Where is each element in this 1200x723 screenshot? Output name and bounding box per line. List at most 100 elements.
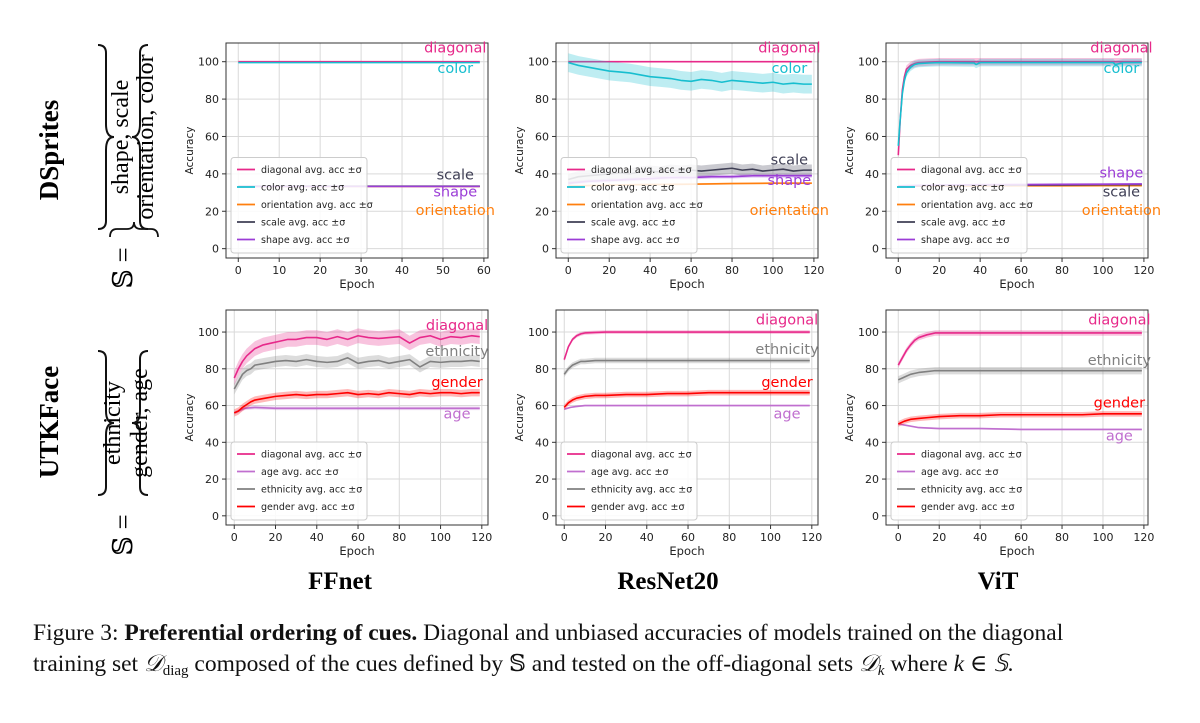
x-tick-label: 40 [643,264,657,277]
y-tick-label: 60 [205,130,219,143]
caption-line-1: Figure 3: Preferential ordering of cues.… [33,618,1173,649]
legend-entry-color: color avg. acc ±σ [921,183,1004,194]
panels: 0 10 20 30 40 50 60 0 20 40 60 80 100 Epoch Accuracy di… [184,40,1161,558]
set-line2: gender, age [127,368,153,478]
set-brace-icon-left [131,350,149,496]
x-tick-label: 40 [395,264,409,277]
x-tick-label: 100 [430,531,451,544]
x-tick-label: 60 [684,264,698,277]
series-band-shape [568,173,812,186]
series-annotation-diagonal: diagonal [426,318,488,334]
legend-box [230,157,368,254]
chart-panel-1-2: 0 20 40 60 80 100 120 0 20 40 60 80 100 Epoch Accuracy… [844,309,1154,558]
legend-entry-diagonal: diagonal avg. acc ±σ [591,165,692,176]
y-tick-label: 60 [865,400,879,413]
series-line-diagonal [563,331,810,360]
column-label-vit: ViT [978,568,1019,595]
x-tick-label: 60 [351,531,365,544]
series-line-age [233,406,480,414]
x-axis-label: Epoch [999,277,1034,291]
set-brace-icon-left [131,44,149,230]
series-annotation-scale: scale [771,153,808,169]
legend-box [890,157,1028,254]
series-line-ethnicity [897,369,1142,381]
legend-entry-orientation: orientation avg. acc ±σ [921,200,1033,211]
series-line-ethnicity [233,356,480,390]
set-line2: orientation, color [133,54,159,219]
y-tick-label: 100 [528,56,549,69]
caption-k-in-s: k ∈ 𝕊. [953,651,1014,677]
column-label-resnet20: ResNet20 [617,568,718,595]
x-tick-label: 80 [392,531,406,544]
x-tick-label: 0 [895,264,902,277]
x-tick-label: 0 [565,264,572,277]
x-axis-label: Epoch [669,277,704,291]
x-tick-label: 100 [1092,264,1113,277]
caption-k-subscript: k [877,663,885,679]
chart-panel-1-0: 0 20 40 60 80 100 120 0 20 40 60 80 100 Epoch Accuracy… [184,309,492,558]
x-tick-label: 20 [932,531,946,544]
x-tick-label: 100 [760,531,781,544]
x-tick-label: 120 [1133,531,1154,544]
caption-dk-symbol: 𝒟 [859,651,878,677]
x-tick-label: 100 [762,264,783,277]
y-tick-label: 20 [205,473,219,486]
series-annotation-color: color [437,61,473,77]
series-annotation-diagonal: diagonal [1090,40,1152,56]
y-tick-label: 0 [542,510,549,523]
figure-3: DSprites UTKFace 𝕊 = shape, scale orient… [34,40,1161,595]
axes-frame [225,42,489,259]
y-tick-label: 80 [205,363,219,376]
legend-entry-diagonal: diagonal avg. acc ±σ [261,450,362,461]
series-annotation-ethnicity: ethnicity [755,342,819,358]
caption-diag-subscript: diag [162,663,189,679]
set-brace-icon [109,221,159,238]
set-line1: ethnicity [100,381,126,465]
y-tick-label: 60 [205,400,219,413]
series-annotation-ethnicity: ethnicity [425,344,489,360]
legend-entry-orientation: orientation avg. acc ±σ [591,200,703,211]
x-tick-label: 80 [1055,264,1069,277]
series-annotation-shape: shape [433,184,477,200]
legend-entry-gender: gender avg. acc ±σ [591,502,684,513]
axes-frame [885,309,1149,526]
y-axis-label: Accuracy [184,127,196,175]
series-band-gender [234,389,480,417]
y-tick-label: 40 [535,436,549,449]
x-tick-label: 0 [235,264,242,277]
y-tick-label: 100 [858,56,879,69]
series-annotation-color: color [771,61,807,77]
y-tick-label: 60 [535,400,549,413]
series-annotation-scale: scale [437,167,474,183]
y-axis-label: Accuracy [844,127,856,175]
x-tick-label: 0 [561,531,568,544]
x-tick-label: 100 [1092,531,1113,544]
x-tick-label: 40 [310,531,324,544]
legend-box [560,441,698,521]
x-tick-label: 80 [1055,531,1069,544]
set-brace-icon-right [97,44,115,230]
x-tick-label: 20 [599,531,613,544]
series-annotation-age: age [1106,428,1133,444]
y-tick-label: 20 [535,205,549,218]
legend-entry-orientation: orientation avg. acc ±σ [261,200,373,211]
series-band-ethnicity [564,357,810,378]
plot-area [563,330,810,411]
y-tick-label: 100 [198,326,219,339]
series-line-age [898,423,1142,431]
series-annotation-color: color [1104,61,1140,77]
series-annotation-diagonal: diagonal [758,40,820,56]
y-tick-label: 80 [535,93,549,106]
series-line-color [568,61,812,85]
set-line1: shape, scale [108,80,134,195]
series-line-ethnicity [563,359,810,375]
x-tick-label: 120 [801,531,822,544]
y-tick-label: 20 [535,473,549,486]
x-tick-label: 120 [471,531,492,544]
x-tick-label: 60 [477,264,491,277]
y-tick-label: 20 [865,205,879,218]
x-axis-label: Epoch [339,277,374,291]
legend-entry-shape: shape avg. acc ±σ [261,235,349,246]
legend-entry-diagonal: diagonal avg. acc ±σ [261,165,362,176]
row-label-dsprites: DSprites [34,100,64,201]
